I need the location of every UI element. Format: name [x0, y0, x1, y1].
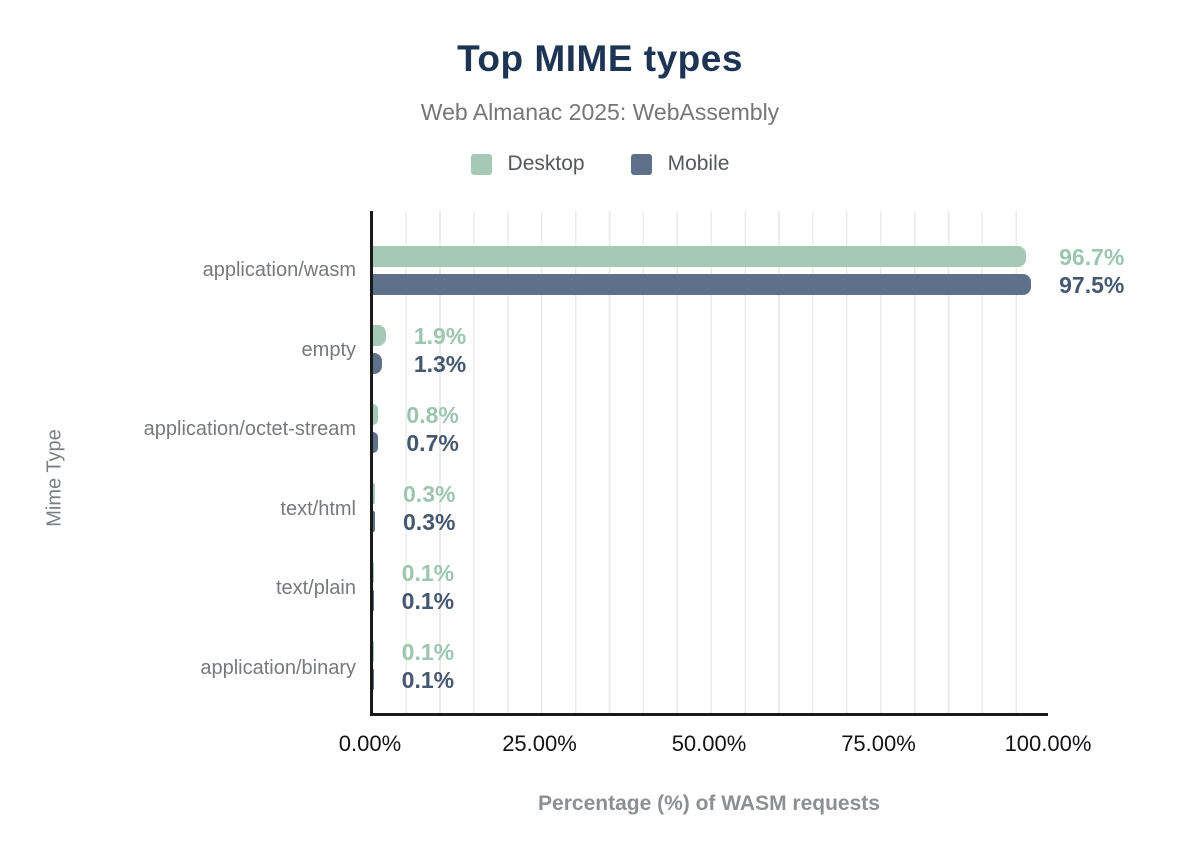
desktop-bar[interactable]: [373, 404, 379, 425]
mobile-value-label: 0.3%: [403, 508, 456, 535]
bar-value-labels: 96.7% 97.5%: [1059, 243, 1124, 299]
desktop-value-label: 96.7%: [1059, 243, 1125, 270]
mobile-bar[interactable]: [373, 353, 382, 374]
mobile-value-label: 0.1%: [401, 587, 455, 614]
bar-value-labels: 0.1% 0.1%: [402, 559, 454, 615]
desktop-value-label: 0.8%: [406, 401, 459, 428]
bar-pair: [373, 310, 1048, 389]
category-label: text/html: [280, 497, 356, 520]
desktop-swatch-icon: [470, 153, 492, 175]
bar-pair: [373, 547, 1048, 626]
chart-title: Top MIME types: [457, 38, 743, 79]
bar-pair: [373, 389, 1048, 468]
bar-pair: [373, 468, 1048, 547]
bar-value-labels: 1.9% 1.3%: [414, 322, 466, 378]
x-tick: 100.00%: [1004, 731, 1092, 756]
bar-value-labels: 0.8% 0.7%: [406, 401, 458, 457]
desktop-value-label: 1.9%: [413, 322, 467, 349]
bar-pair: [373, 626, 1048, 705]
category-label: text/plain: [275, 577, 356, 600]
legend: Desktop Mobile: [0, 152, 1200, 176]
x-axis-title: Percentage (%) of WASM requests: [538, 792, 880, 815]
desktop-value-label: 0.1%: [401, 638, 455, 665]
mobile-bar[interactable]: [373, 432, 378, 453]
category-label: empty: [301, 338, 356, 361]
desktop-bar[interactable]: [373, 562, 374, 583]
mobile-bar[interactable]: [373, 669, 374, 690]
plot-area: 96.7% 97.5% 1.9% 1.3% 0.8% 0.7% 0.3% 0.3% 0.1% 0.…: [370, 211, 1124, 716]
category-labels: application/wasm empty application/octet-s…: [0, 211, 356, 716]
desktop-value-label: 0.1%: [401, 559, 455, 586]
desktop-bar[interactable]: [373, 483, 376, 504]
desktop-bar[interactable]: [373, 641, 374, 662]
x-tick: 25.00%: [502, 731, 577, 756]
mobile-bar[interactable]: [373, 590, 374, 611]
chart-subtitle: Web Almanac 2025: WebAssembly: [420, 99, 780, 125]
legend-label-desktop: Desktop: [507, 152, 585, 175]
desktop-value-label: 0.3%: [403, 480, 456, 507]
x-tick: 50.00%: [671, 731, 747, 756]
chart-row: 1.9% 1.3%: [373, 310, 1048, 389]
x-tick: 75.00%: [841, 731, 916, 756]
bar-value-labels: 0.3% 0.3%: [403, 480, 455, 536]
bar-pair: [373, 231, 1048, 310]
chart-row: 0.8% 0.7%: [373, 389, 1048, 468]
chart-row: 96.7% 97.5%: [373, 231, 1124, 310]
chart-rows: 96.7% 97.5% 1.9% 1.3% 0.8% 0.7% 0.3% 0.3% 0.1% 0.…: [373, 211, 1124, 713]
mobile-swatch-icon: [630, 153, 652, 175]
desktop-bar[interactable]: [373, 246, 1026, 267]
legend-item-mobile[interactable]: Mobile: [630, 152, 730, 176]
mobile-value-label: 0.1%: [401, 666, 455, 693]
mobile-value-label: 97.5%: [1059, 271, 1125, 298]
category-label: application/binary: [200, 656, 356, 679]
mobile-bar[interactable]: [373, 274, 1032, 295]
mobile-bar[interactable]: [373, 511, 376, 532]
desktop-bar[interactable]: [373, 325, 386, 346]
category-label: application/wasm: [202, 259, 356, 282]
x-axis-ticks: 0.00% 25.00% 50.00% 75.00% 100.00%: [339, 731, 1092, 757]
mobile-value-label: 1.3%: [413, 350, 467, 377]
chart-row: 0.3% 0.3%: [373, 468, 1048, 547]
legend-label-mobile: Mobile: [667, 152, 730, 175]
category-label: application/octet-stream: [143, 418, 356, 441]
mobile-value-label: 0.7%: [406, 429, 459, 456]
chart-row: 0.1% 0.1%: [373, 547, 1048, 626]
bar-value-labels: 0.1% 0.1%: [402, 638, 454, 694]
legend-item-desktop[interactable]: Desktop: [470, 152, 585, 176]
chart-row: 0.1% 0.1%: [373, 626, 1048, 705]
x-tick: 0.00%: [338, 731, 402, 756]
